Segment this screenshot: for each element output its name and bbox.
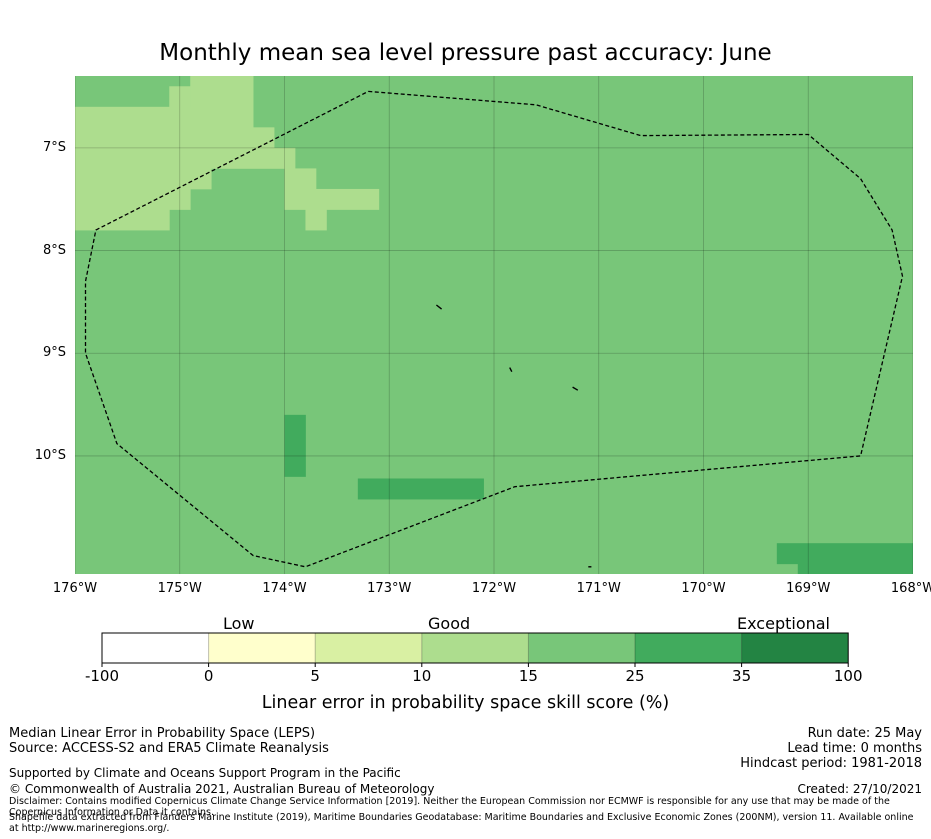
island-outline <box>572 386 579 391</box>
skill-cell <box>776 543 913 565</box>
footer-created: Created: 27/10/2021 <box>797 782 922 796</box>
colorbar-swatch <box>528 633 635 663</box>
lon-tick-label: 169°W <box>786 581 831 596</box>
colorbar-tick-label: -100 <box>84 667 120 685</box>
colorbar-tick-label: 100 <box>833 667 863 685</box>
colorbar-label-low: Low <box>223 614 255 633</box>
colorbar-swatch <box>102 633 209 663</box>
skill-cell <box>75 76 170 108</box>
eez-boundary <box>84 90 904 568</box>
colorbar-tick-label: 5 <box>310 667 320 685</box>
lat-tick-label: 10°S <box>34 447 66 463</box>
footer-support: Supported by Climate and Oceans Support … <box>9 766 401 780</box>
footer-hindcast: Hindcast period: 1981-2018 <box>740 756 922 771</box>
skill-cell <box>75 188 191 210</box>
colorbar-swatch <box>208 633 316 663</box>
lon-tick-label: 173°W <box>367 581 412 596</box>
lon-tick-label: 168°W <box>890 581 931 596</box>
footer-copyright: © Commonwealth of Australia 2021, Austra… <box>9 782 435 796</box>
skill-cell <box>75 106 254 128</box>
lon-tick-label: 176°W <box>52 581 98 596</box>
skill-cell <box>75 209 170 231</box>
colorbar-label-good: Good <box>428 614 471 633</box>
colorbar-layer <box>101 632 849 667</box>
footer-leps: Median Linear Error in Probability Space… <box>9 726 316 741</box>
lon-tick-label: 172°W <box>471 581 517 596</box>
skill-cell <box>284 168 317 190</box>
footer-source: Source: ACCESS-S2 and ERA5 Climate Reana… <box>9 741 329 756</box>
chart-title: Monthly mean sea level pressure past acc… <box>159 40 772 66</box>
colorbar-swatch <box>741 633 849 663</box>
skill-cell <box>75 127 275 149</box>
colorbar-label-exceptional: Exceptional <box>737 614 830 633</box>
colorbar-tick-label: 10 <box>412 667 432 685</box>
skill-cell <box>284 188 380 210</box>
lon-tick-label: 170°W <box>681 581 726 596</box>
colorbar-swatch <box>635 633 742 663</box>
lon-tick-label: 171°W <box>576 581 621 596</box>
footer-disclaimer: Disclaimer: Contains modified Copernicus… <box>9 796 890 818</box>
skill-cell <box>284 414 306 477</box>
island-outline <box>435 304 443 310</box>
colorbar-tick-label: 15 <box>518 667 538 685</box>
colorbar-tick-label: 0 <box>203 667 214 685</box>
map-plot-area <box>75 76 913 574</box>
skill-cell <box>75 168 212 190</box>
lat-tick-label: 7°S <box>42 139 66 155</box>
colorbar-tick-label: 25 <box>625 667 645 685</box>
colorbar-swatch <box>421 633 529 663</box>
footer-shapefile: Shapefile data extracted from Flanders M… <box>9 812 914 834</box>
colorbar-frame <box>101 632 849 664</box>
skill-cell <box>190 76 254 108</box>
footer-run-date: Run date: 25 May <box>807 726 922 741</box>
lat-tick-label: 8°S <box>42 242 66 258</box>
skill-cell <box>75 147 296 169</box>
lon-tick-label: 174°W <box>262 581 307 596</box>
colorbar-swatch <box>315 633 422 663</box>
lon-tick-label: 175°W <box>157 581 202 596</box>
skill-cell <box>305 209 327 231</box>
skill-cell <box>357 478 484 500</box>
footer-lead-time: Lead time: 0 months <box>787 741 922 756</box>
island-outline <box>509 367 513 373</box>
lat-tick-label: 9°S <box>42 345 66 361</box>
colorbar-title: Linear error in probability space skill … <box>261 693 670 713</box>
skill-cell <box>169 86 191 108</box>
skill-cell <box>797 563 913 574</box>
colorbar-tick-label: 35 <box>732 667 752 685</box>
map-layer <box>75 76 913 574</box>
